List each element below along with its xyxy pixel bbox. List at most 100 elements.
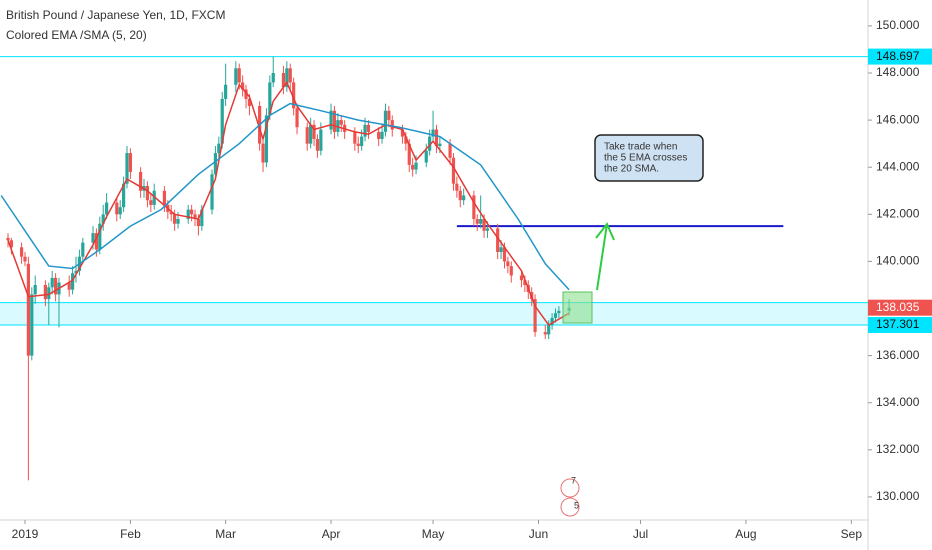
candle-body xyxy=(19,247,24,257)
chart-title: British Pound / Japanese Yen, 1D, FXCM xyxy=(6,8,225,22)
moving-average xyxy=(0,102,570,291)
event-count: 7 xyxy=(571,475,576,485)
candle-body xyxy=(26,263,30,356)
candle-body xyxy=(149,200,153,205)
candle-body xyxy=(332,110,337,132)
candle-body xyxy=(292,82,296,109)
candle-body xyxy=(523,280,527,285)
candle-body xyxy=(502,247,507,262)
arrow xyxy=(596,223,608,291)
y-tick-label: 130.000 xyxy=(876,489,920,503)
candle-body xyxy=(224,84,228,99)
candle-body xyxy=(9,240,13,248)
candle-body xyxy=(6,237,10,241)
candle-body xyxy=(105,202,109,215)
candle-body xyxy=(152,190,156,205)
candle-body xyxy=(98,223,102,250)
x-tick-label: Sep xyxy=(841,527,863,541)
candle-body xyxy=(33,284,37,295)
candle-body xyxy=(377,131,381,139)
candle-body xyxy=(288,68,292,83)
x-tick-label: Mar xyxy=(215,527,236,541)
candle-body xyxy=(472,195,476,220)
arrow-head xyxy=(595,222,615,241)
target-box xyxy=(562,291,593,324)
candle-body xyxy=(71,273,75,290)
candle-body xyxy=(186,209,190,220)
candle-body xyxy=(339,120,343,125)
event-count: 5 xyxy=(574,500,579,510)
candle-body xyxy=(125,153,129,184)
candle-body xyxy=(309,124,313,144)
callout-text: Take trade when xyxy=(604,142,677,153)
candle-body xyxy=(81,242,85,257)
candle-body xyxy=(448,143,452,158)
candle-body xyxy=(162,190,167,205)
candle-body xyxy=(360,136,364,147)
candle-body xyxy=(451,157,456,184)
candle-body xyxy=(407,143,411,165)
candle-body xyxy=(220,98,224,144)
indicator-label: Colored EMA /SMA (5, 20) xyxy=(6,28,147,42)
candle-body xyxy=(509,266,513,276)
y-tick-label: 134.000 xyxy=(876,395,920,409)
x-tick-label: Jun xyxy=(529,527,548,541)
candle-body xyxy=(118,207,122,215)
candle-body xyxy=(533,299,537,333)
candle-body xyxy=(475,219,479,224)
candle-body xyxy=(91,233,95,243)
candle-body xyxy=(193,214,197,220)
candle-body xyxy=(115,202,119,215)
price-label: 148.697 xyxy=(876,49,920,63)
price-label: 137.301 xyxy=(876,317,920,331)
candle-body xyxy=(237,68,241,83)
candle-body xyxy=(173,214,177,224)
price-label: 138.035 xyxy=(876,300,920,314)
candle-body xyxy=(315,138,320,151)
y-tick-label: 150.000 xyxy=(876,18,920,32)
candle-body xyxy=(43,284,47,300)
candle-body xyxy=(312,124,316,139)
y-tick-label: 148.000 xyxy=(876,65,920,79)
event-badge xyxy=(560,497,580,517)
candle-body xyxy=(305,127,309,144)
candle-body xyxy=(400,129,405,137)
candle-body xyxy=(128,153,133,172)
candle-body xyxy=(139,171,143,191)
candle-body xyxy=(404,136,408,144)
candle-body xyxy=(47,287,51,300)
candle-body xyxy=(30,294,34,356)
x-tick-label: Feb xyxy=(120,527,141,541)
candle-body xyxy=(281,73,286,88)
candle-body xyxy=(176,219,180,224)
candle-body xyxy=(431,129,435,137)
callout-box xyxy=(594,134,704,182)
candle-body xyxy=(122,183,126,208)
candle-body xyxy=(196,219,201,227)
candle-body xyxy=(23,256,27,262)
candle-body xyxy=(271,73,275,83)
price-label-bg xyxy=(868,299,932,316)
candle-body xyxy=(319,129,323,151)
candle-body xyxy=(434,129,439,147)
candle-body xyxy=(261,143,265,163)
candle-body xyxy=(557,310,561,314)
candle-body xyxy=(74,270,78,274)
candle-body xyxy=(387,110,391,121)
candle-body xyxy=(169,211,173,215)
y-tick-label: 142.000 xyxy=(876,206,920,220)
callout-text: the 5 EMA crosses xyxy=(604,153,687,164)
candle-body xyxy=(217,143,221,154)
candle-body xyxy=(496,228,500,252)
candle-body xyxy=(499,247,503,252)
level-band xyxy=(0,302,868,325)
moving-average xyxy=(7,80,570,326)
candle-body xyxy=(547,325,551,335)
x-tick-label: May xyxy=(422,527,445,541)
candle-body xyxy=(241,82,245,90)
candle-body xyxy=(553,313,558,318)
candle-body xyxy=(458,190,462,201)
candle-body xyxy=(550,317,554,325)
y-tick-label: 146.000 xyxy=(876,112,920,126)
